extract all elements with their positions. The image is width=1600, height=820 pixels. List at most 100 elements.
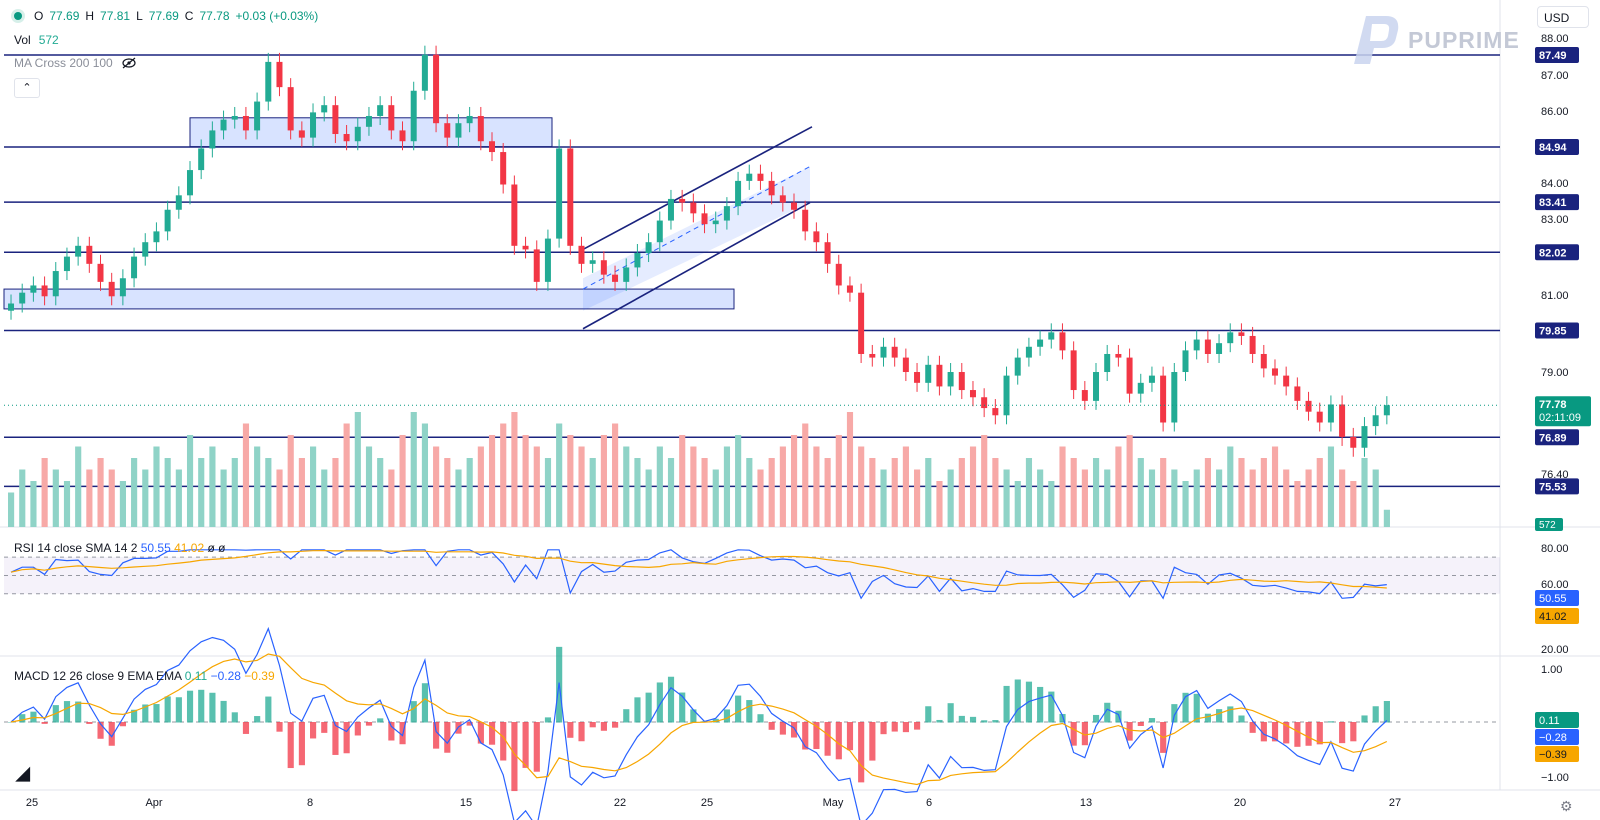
volume-bar — [388, 469, 395, 527]
ma-cross-legend[interactable]: MA Cross 200 100 — [14, 56, 137, 70]
level-badge-label: 83.41 — [1539, 197, 1567, 209]
volume-bar — [242, 423, 250, 527]
macd-hist-bar — [365, 722, 373, 726]
candle-body — [86, 245, 93, 264]
last-price-label: 77.78 — [1539, 399, 1567, 411]
candle-body — [198, 148, 205, 171]
candle-body — [8, 303, 15, 311]
macd-hist-bar — [298, 722, 305, 766]
macd-hist-bar — [119, 722, 127, 727]
macd-hist-bar — [1182, 692, 1189, 723]
volume-bar — [108, 469, 115, 527]
candle-body — [891, 346, 898, 358]
level-badge-label: 76.89 — [1539, 432, 1567, 444]
candle-body — [544, 238, 551, 282]
macd-badge — [1535, 712, 1579, 728]
macd-hist-bar — [1227, 706, 1234, 723]
candle-body — [30, 285, 37, 293]
candle-body — [164, 209, 171, 232]
volume-bar — [276, 469, 283, 527]
candle-body — [589, 260, 596, 264]
macd-hist-bar — [388, 722, 395, 741]
time-tick-label: 15 — [460, 797, 472, 809]
volume-bar — [522, 435, 529, 527]
macd-hist-bar — [858, 722, 865, 783]
macd-hist-bar — [343, 722, 350, 754]
candle-body — [1316, 411, 1323, 423]
macd-hist-bar — [332, 722, 339, 755]
candle-body — [1204, 339, 1211, 354]
live-status-icon — [14, 12, 22, 20]
candle-body — [667, 198, 674, 221]
volume-legend: Vol 572 — [14, 33, 59, 47]
candle-body — [1339, 404, 1346, 437]
level-badge-label: 82.02 — [1539, 247, 1567, 259]
macd-hist-bar — [533, 722, 540, 772]
candle-body — [1305, 400, 1312, 412]
volume-bar — [1037, 469, 1044, 527]
volume-bar — [19, 469, 26, 527]
candle-body — [332, 105, 339, 135]
candle-body — [1014, 357, 1021, 376]
level-badge — [1535, 139, 1579, 155]
brand-mark-icon — [1354, 16, 1399, 64]
candle-body — [1283, 375, 1290, 387]
rsi-tick-label: 20.00 — [1541, 644, 1569, 656]
volume-bar — [1014, 481, 1021, 527]
candle-body — [131, 256, 138, 279]
macd-hist-bar — [947, 703, 954, 723]
volume-bar — [902, 446, 909, 527]
candle-body — [1126, 357, 1133, 394]
candle-body — [488, 141, 495, 153]
volume-bar — [209, 446, 216, 527]
candle-body — [791, 202, 798, 210]
macd-hist-bar — [1305, 722, 1312, 746]
candle-body — [992, 408, 999, 416]
level-badge — [1535, 194, 1579, 211]
macd-hist-bar — [1126, 722, 1133, 741]
macd-hist-bar — [656, 682, 663, 723]
candle-body — [254, 101, 261, 131]
macd-hist-bar — [242, 722, 250, 734]
candle-body — [265, 61, 272, 102]
volume-bar — [1182, 481, 1189, 527]
collapse-legend-button[interactable]: ⌃ — [14, 78, 40, 98]
macd-hist-bar — [667, 676, 675, 723]
candle-body — [925, 364, 932, 383]
candle-body — [310, 112, 317, 138]
candle-body — [399, 130, 406, 142]
eye-hidden-icon[interactable] — [121, 57, 137, 69]
currency-selector[interactable]: USD — [1537, 6, 1589, 28]
settings-gear-icon[interactable]: ⚙ — [1560, 798, 1573, 814]
tradingview-logo-icon[interactable]: ◢ — [16, 763, 30, 783]
macd-hist-bar — [153, 704, 160, 723]
macd-hist-bar — [433, 722, 440, 749]
volume-bar — [410, 412, 417, 527]
volume-bar — [746, 458, 753, 527]
level-badge-label: 75.53 — [1539, 481, 1567, 493]
macd-hist-bar — [914, 722, 921, 730]
volume-bar — [679, 435, 686, 527]
candle-body — [433, 54, 440, 124]
volume-bar — [1193, 469, 1200, 527]
volume-bar — [466, 458, 473, 527]
price-tick-label: 88.00 — [1541, 33, 1569, 45]
candle-body — [1070, 350, 1077, 391]
candle-body — [779, 195, 786, 203]
macd-hist-bar — [231, 712, 238, 723]
volume-bar — [880, 469, 887, 527]
volume-bar — [1383, 509, 1390, 527]
volume-bar — [1327, 446, 1335, 527]
low-value: 77.69 — [148, 9, 179, 23]
volume-bar — [1048, 481, 1055, 527]
volume-bar — [1249, 469, 1256, 527]
candle-body — [1238, 332, 1245, 336]
candle-body — [556, 148, 563, 239]
macd-hist-bar — [1316, 722, 1323, 745]
macd-hist-bar — [466, 722, 473, 726]
candle-body — [1182, 350, 1189, 373]
volume-bar — [544, 458, 552, 527]
macd-hist-bar — [377, 718, 384, 723]
macd-hist-bar — [1104, 702, 1111, 723]
